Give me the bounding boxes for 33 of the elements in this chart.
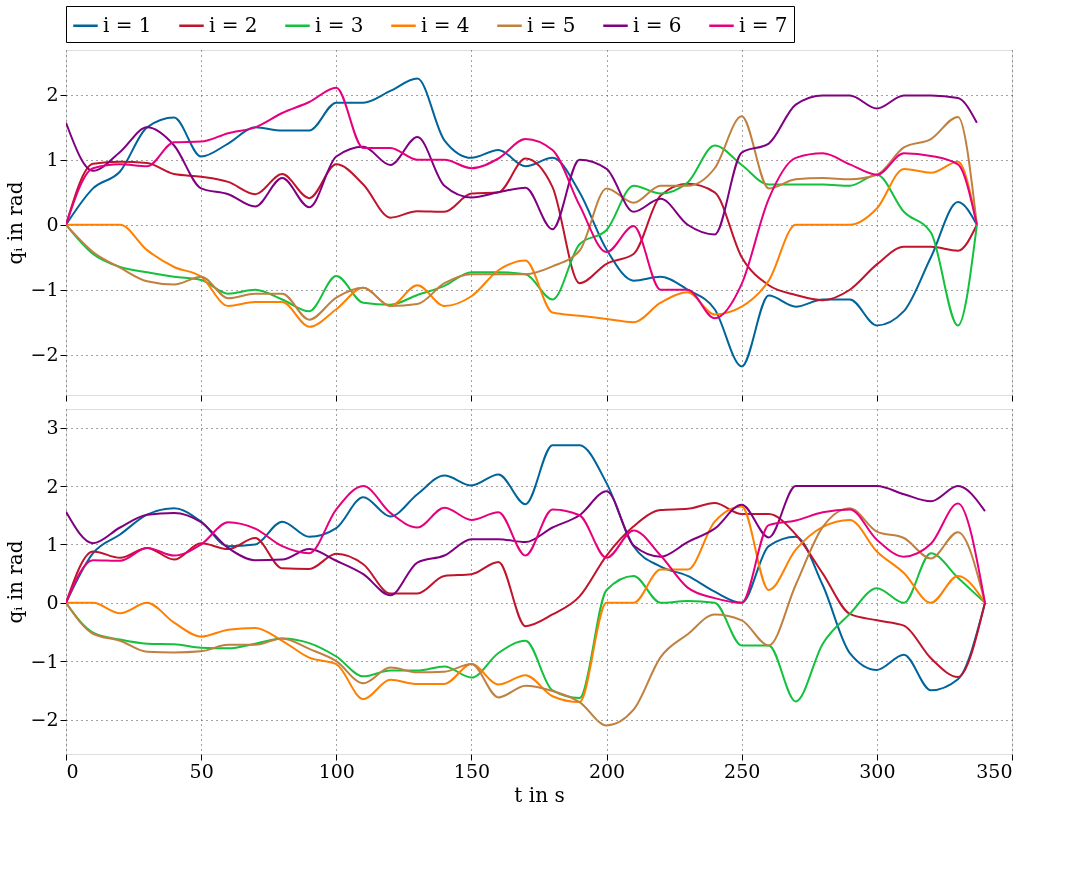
line-series [66, 77, 978, 368]
y-axis-title: qᵢ in rad [3, 540, 28, 624]
x-tick-label: 100 [318, 759, 355, 782]
x-tick-label: 300 [859, 759, 896, 782]
y-tick-label: −1 [30, 278, 59, 301]
x-tick-label: 350 [976, 759, 1013, 782]
y-tick-label: 2 [46, 83, 59, 106]
y-tick-label: −2 [30, 343, 59, 366]
line-series [66, 94, 978, 236]
y-axis-title: qᵢ in rad [3, 181, 28, 265]
legend-label: i = 6 [633, 12, 682, 37]
y-tick-label: −1 [30, 649, 59, 672]
y-tick-label: 0 [46, 591, 59, 614]
legend-label: i = 2 [209, 12, 258, 37]
legend-label: i = 1 [103, 12, 152, 37]
legend-label: i = 4 [421, 12, 470, 37]
x-tick-label: 250 [724, 759, 761, 782]
x-tick-label: 150 [453, 759, 491, 782]
x-axis-title: t in s [514, 782, 565, 807]
y-tick-label: 1 [46, 148, 59, 171]
line-series [66, 157, 978, 302]
y-tick-label: 2 [46, 474, 59, 497]
legend-label: i = 7 [739, 12, 788, 37]
y-tick-label: −2 [30, 708, 59, 731]
line-series [66, 444, 986, 692]
x-tick-label: 200 [588, 759, 626, 782]
legend-label: i = 5 [527, 12, 576, 37]
y-tick-label: 1 [46, 532, 59, 555]
x-tick-label: 50 [189, 759, 214, 782]
x-tick-label: 0 [66, 759, 79, 782]
y-tick-label: 3 [46, 416, 59, 439]
legend-label: i = 3 [315, 12, 364, 37]
y-tick-label: 0 [46, 213, 59, 236]
